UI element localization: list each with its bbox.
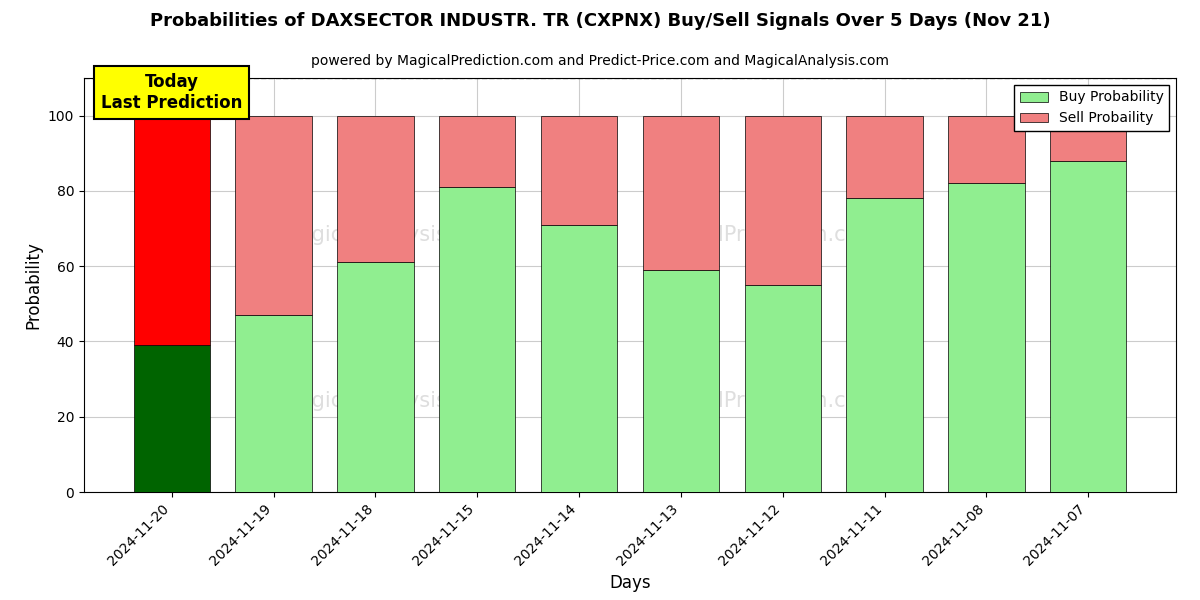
Bar [541,225,617,492]
Bar [133,345,210,492]
Bar [541,116,617,225]
Bar [1050,116,1127,161]
Text: MagicalAnalysis.com: MagicalAnalysis.com [281,391,498,411]
Bar [846,199,923,492]
Bar [133,116,210,345]
Text: MagicalPrediction.com: MagicalPrediction.com [643,391,878,411]
Bar [439,187,516,492]
Bar [744,285,821,492]
Text: MagicalAnalysis.com: MagicalAnalysis.com [281,226,498,245]
Text: Today
Last Prediction: Today Last Prediction [101,73,242,112]
Bar [235,315,312,492]
Bar [337,116,414,262]
Bar [948,184,1025,492]
X-axis label: Days: Days [610,574,650,592]
Bar [337,262,414,492]
Bar [235,116,312,315]
Y-axis label: Probability: Probability [24,241,42,329]
Text: Probabilities of DAXSECTOR INDUSTR. TR (CXPNX) Buy/Sell Signals Over 5 Days (Nov: Probabilities of DAXSECTOR INDUSTR. TR (… [150,12,1050,30]
Text: powered by MagicalPrediction.com and Predict-Price.com and MagicalAnalysis.com: powered by MagicalPrediction.com and Pre… [311,54,889,68]
Bar [846,116,923,199]
Bar [439,116,516,187]
Legend: Buy Probability, Sell Probaility: Buy Probability, Sell Probaility [1014,85,1169,131]
Text: MagicalPrediction.com: MagicalPrediction.com [643,226,878,245]
Bar [744,116,821,285]
Bar [948,116,1025,184]
Bar [643,270,719,492]
Bar [1050,161,1127,492]
Bar [643,116,719,270]
